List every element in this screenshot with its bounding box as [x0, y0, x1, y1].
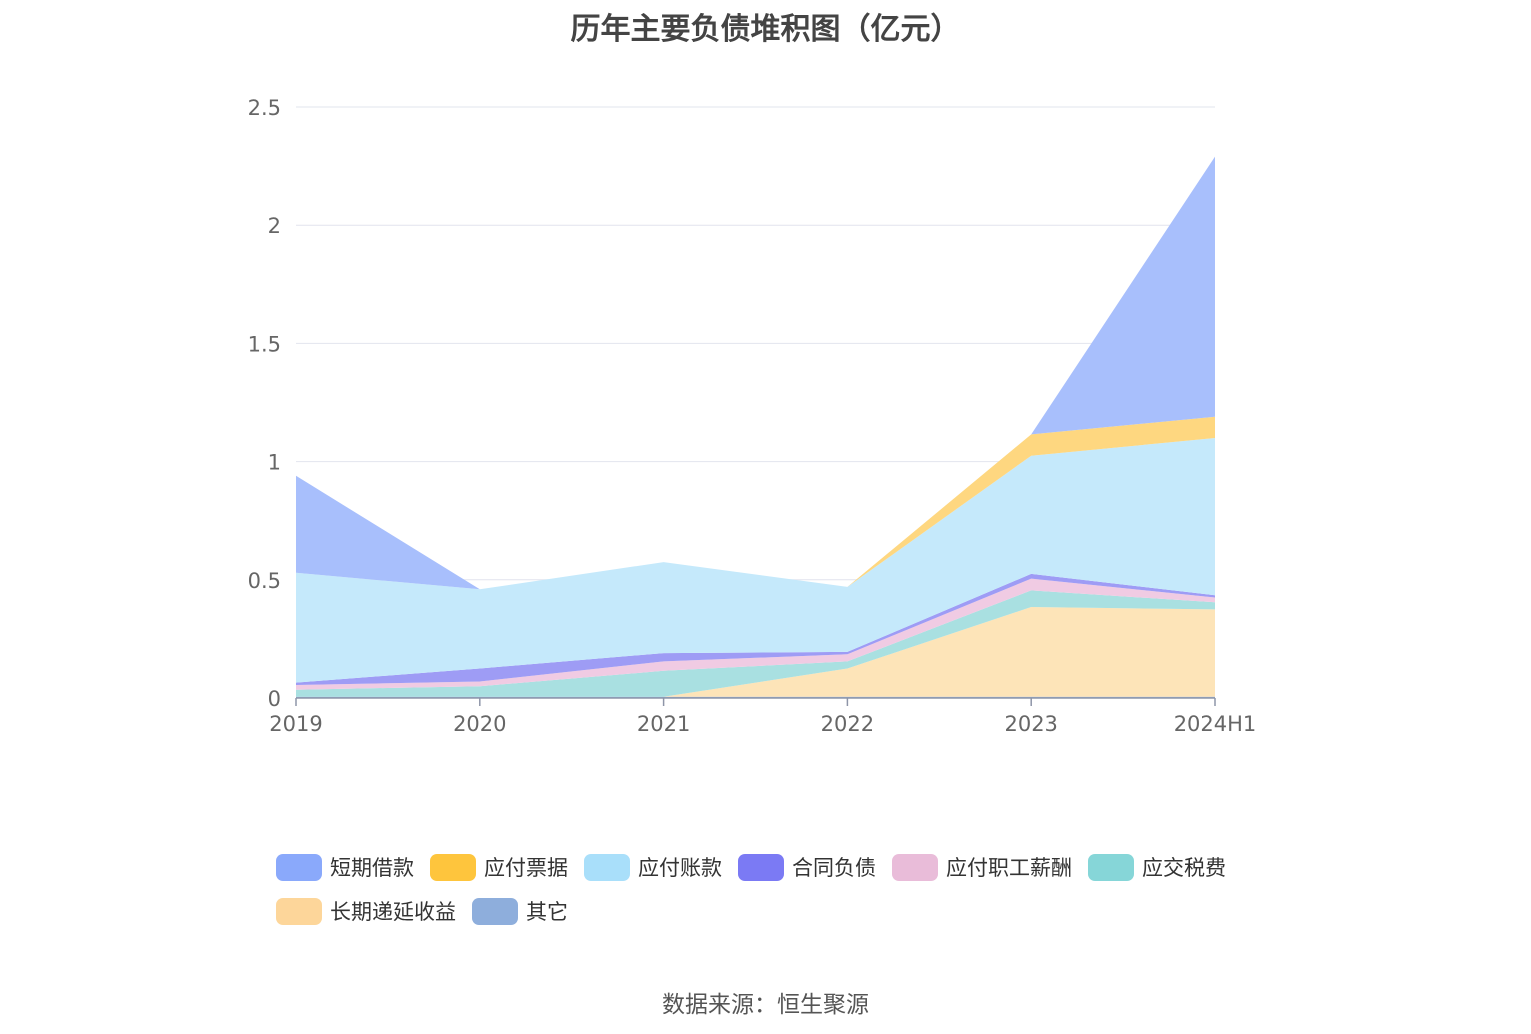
legend: 短期借款 应付票据 应付账款 合同负债 应付职工薪酬 应交税费长期递延收益 其它: [276, 850, 1276, 928]
legend-swatch: [430, 853, 476, 881]
legend-label: 合同负债: [792, 856, 876, 880]
legend-label: 其它: [526, 900, 568, 924]
x-tick-label: 2024H1: [1174, 712, 1257, 736]
legend-swatch: [584, 853, 630, 881]
legend-swatch: [892, 853, 938, 881]
area-应付票据: [296, 416, 1215, 590]
axes: 0 0.5 1 1.5 2 2.5 2019 2020 2021 2022 2023 2024H1: [248, 96, 1257, 736]
x-tick-label: 2023: [1004, 712, 1057, 736]
x-tick-label: 2022: [821, 712, 874, 736]
legend-label: 应付职工薪酬: [946, 856, 1072, 880]
y-tick-label: 2.5: [248, 96, 281, 120]
x-tick-label: 2019: [269, 712, 322, 736]
area-应付职工薪酬: [296, 578, 1215, 690]
legend-swatch: [738, 853, 784, 881]
area-应付账款: [296, 438, 1215, 683]
area-短期借款: [296, 156, 1215, 590]
area-series: [296, 156, 1215, 698]
legend-label: 应交税费: [1142, 856, 1226, 880]
legend-item[interactable]: 长期递延收益: [276, 894, 456, 928]
legend-item[interactable]: 应交税费: [1088, 850, 1226, 884]
legend-item[interactable]: 合同负债: [738, 850, 876, 884]
y-tick-label: 0.5: [248, 569, 281, 593]
chart-title: 历年主要负债堆积图（亿元）: [570, 12, 961, 47]
legend-swatch: [276, 853, 322, 881]
area-应交税费: [296, 590, 1215, 697]
legend-item[interactable]: 短期借款: [276, 850, 414, 884]
legend-item[interactable]: 其它: [472, 894, 568, 928]
legend-item[interactable]: 应付票据: [430, 850, 568, 884]
y-tick-label: 1: [268, 451, 281, 475]
y-tick-label: 2: [268, 214, 281, 238]
legend-label: 应付票据: [484, 856, 568, 880]
legend-swatch: [1088, 853, 1134, 881]
legend-label: 应付账款: [638, 856, 722, 880]
x-tick-label: 2020: [453, 712, 506, 736]
legend-label: 长期递延收益: [330, 900, 456, 924]
y-tick-label: 0: [268, 687, 281, 711]
area-合同负债: [296, 573, 1215, 685]
legend-label: 短期借款: [330, 856, 414, 880]
legend-item[interactable]: 应付账款: [584, 850, 722, 884]
legend-item[interactable]: 应付职工薪酬: [892, 850, 1072, 884]
legend-swatch: [472, 897, 518, 925]
data-source: 数据来源：恒生聚源: [662, 992, 869, 1018]
x-tick-label: 2021: [637, 712, 690, 736]
area-长期递延收益: [296, 607, 1215, 697]
y-tick-label: 1.5: [248, 332, 281, 356]
legend-swatch: [276, 897, 322, 925]
